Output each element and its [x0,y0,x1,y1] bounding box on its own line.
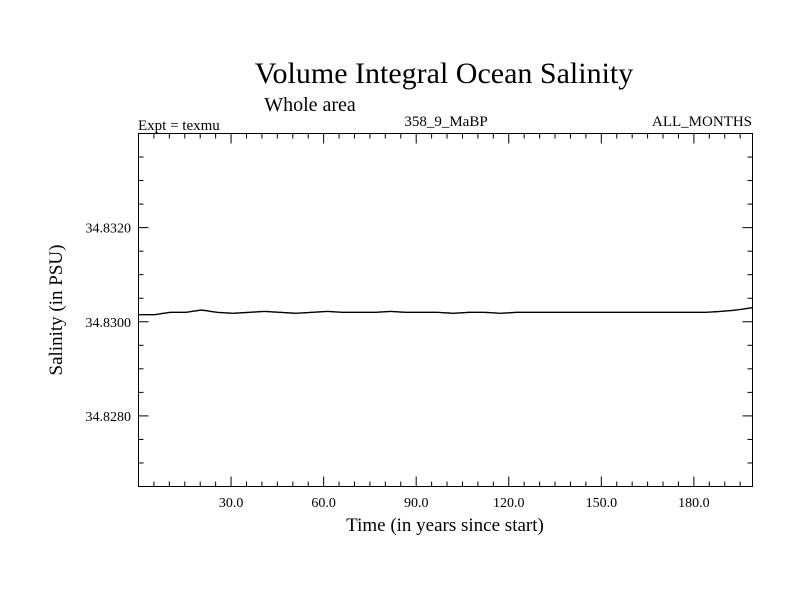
salinity-line [138,306,753,316]
x-tick-label: 180.0 [678,496,710,511]
experiment-label: Expt = texmu [138,118,220,134]
x-axis-ticks: 30.0 60.0 90.0 120.0 150.0 180.0 [153,133,741,511]
salinity-series [138,306,753,316]
chart-subtitle: Whole area [264,94,356,116]
chart-title: Volume Integral Ocean Salinity [255,57,634,90]
y-tick-label: 34.8280 [86,410,132,425]
y-tick-label: 34.8300 [86,316,132,331]
x-axis-label: Time (in years since start) [346,515,544,536]
y-axis-ticks: 34.8280 34.8300 34.8320 [86,156,753,464]
x-tick-label: 30.0 [219,496,244,511]
period-label: ALL_MONTHS [652,114,752,130]
x-tick-label: 150.0 [586,496,618,511]
x-tick-label: 60.0 [311,496,336,511]
run-id-label: 358_9_MaBP [404,114,487,130]
y-axis-label: Salinity (in PSU) [46,245,67,376]
y-tick-label: 34.8320 [86,222,132,237]
plot-frame [138,133,753,487]
x-tick-label: 120.0 [493,496,525,511]
x-tick-label: 90.0 [404,496,429,511]
